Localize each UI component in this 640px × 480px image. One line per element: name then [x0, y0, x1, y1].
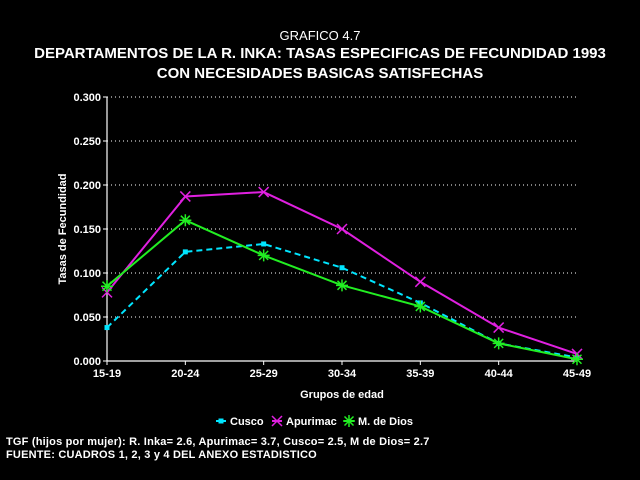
- data-point-apurimac: [258, 186, 270, 198]
- marker-x: [258, 186, 270, 198]
- y-tick-label: 0.250: [73, 136, 101, 148]
- x-axis-title: Grupos de edad: [300, 389, 384, 401]
- marker-x: [414, 276, 426, 288]
- series-line-apurimac: [106, 191, 578, 355]
- legend-item-m-de-dios: M. de Dios: [343, 415, 413, 428]
- marker-x: [271, 415, 283, 427]
- marker-star: [257, 249, 270, 262]
- x-tick-label: 25-29: [250, 368, 278, 380]
- data-point-m-de-dios: [257, 249, 270, 262]
- data-point-apurimac: [493, 322, 505, 334]
- x-tick-label: 40-44: [485, 368, 514, 380]
- marker-square: [339, 265, 345, 271]
- marker-square: [104, 325, 110, 331]
- data-point-m-de-dios: [336, 279, 348, 292]
- marker-x: [336, 223, 348, 235]
- y-tick-label: 0.100: [73, 268, 101, 280]
- data-point-cusco: [339, 265, 345, 271]
- data-point-cusco: [261, 241, 267, 247]
- marker-x: [493, 322, 505, 334]
- y-tick-label: 0.050: [73, 312, 101, 324]
- legend-marker: [218, 418, 224, 424]
- x-tick-label: 35-39: [406, 368, 434, 380]
- data-point-m-de-dios: [492, 337, 505, 350]
- data-point-m-de-dios: [101, 280, 113, 293]
- data-point-apurimac: [414, 276, 426, 288]
- data-point-apurimac: [179, 190, 191, 202]
- chart-title-line-1: DEPARTAMENTOS DE LA R. INKA: TASAS ESPEC…: [34, 45, 606, 62]
- legend-marker: [343, 415, 355, 427]
- chart-title-line-2: CON NECESIDADES BASICAS SATISFECHAS: [156, 65, 484, 82]
- marker-star: [101, 280, 113, 293]
- series-line-cusco: [106, 242, 578, 359]
- y-tick-label: 0.150: [73, 224, 101, 236]
- legend-label: M. de Dios: [358, 416, 413, 428]
- marker-star: [336, 279, 348, 292]
- data-point-m-de-dios: [414, 300, 427, 313]
- data-point-m-de-dios: [179, 214, 192, 227]
- marker-square: [261, 241, 267, 247]
- legend-marker: [271, 415, 283, 427]
- axes: 0.000 0.050 0.100 0.150 0.200 0.250 0.300 15-19…: [57, 92, 591, 401]
- source-note: FUENTE: CUADROS 1, 2, 3 y 4 DEL ANEXO ES…: [6, 449, 317, 461]
- marker-star: [179, 214, 192, 227]
- y-tick-label: 0.200: [73, 180, 101, 192]
- marker-star: [414, 300, 427, 313]
- legend: Cusco Apurimac M. de Dios: [216, 415, 413, 428]
- x-tick-label: 30-34: [328, 368, 357, 380]
- legend-item-cusco: Cusco: [216, 416, 264, 428]
- x-tick-label: 45-49: [563, 368, 591, 380]
- y-tick-label: 0.300: [73, 92, 101, 104]
- tgf-note: TGF (hijos por mujer): R. Inka= 2.6, Apu…: [6, 436, 430, 448]
- marker-square: [218, 418, 224, 424]
- marker-star: [343, 415, 355, 427]
- x-tick-label: 20-24: [171, 368, 200, 380]
- chart-supertitle: GRAFICO 4.7: [279, 28, 361, 43]
- legend-label: Apurimac: [286, 416, 337, 428]
- marker-x: [179, 190, 191, 202]
- legend-label: Cusco: [230, 416, 264, 428]
- marker-square: [182, 249, 188, 255]
- legend-item-apurimac: Apurimac: [271, 415, 337, 428]
- data-point-cusco: [182, 249, 188, 255]
- data-point-m-de-dios: [571, 353, 583, 366]
- data-point-apurimac: [336, 223, 348, 235]
- data-point-cusco: [104, 325, 110, 331]
- marker-star: [571, 353, 583, 366]
- y-tick-label: 0.000: [73, 356, 101, 368]
- series-lines: [101, 186, 583, 366]
- x-tick-label: 15-19: [93, 368, 121, 380]
- marker-star: [492, 337, 505, 350]
- y-axis-title: Tasas de Fecundidad: [57, 173, 69, 284]
